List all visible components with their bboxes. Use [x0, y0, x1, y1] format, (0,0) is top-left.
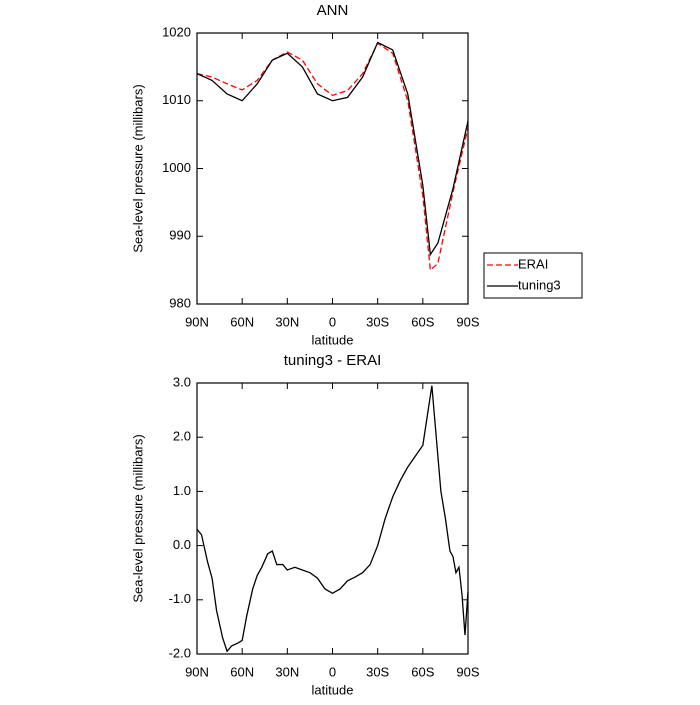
x-tick-label: 60S — [411, 314, 434, 329]
chart-title: ANN — [317, 2, 349, 19]
legend-box — [483, 252, 583, 299]
x-axis-label: latitude — [312, 332, 354, 347]
y-tick-label: -1.0 — [169, 591, 191, 606]
x-tick-label: 90S — [456, 314, 479, 329]
y-tick-label: 1.0 — [173, 483, 191, 498]
x-tick-label: 90N — [185, 664, 209, 679]
chart-title: tuning3 - ERAI — [284, 352, 382, 369]
x-tick-label: 30N — [275, 314, 299, 329]
y-tick-label: 980 — [169, 295, 191, 310]
data-line — [196, 385, 469, 653]
x-tick-label: 60N — [230, 314, 254, 329]
data-line — [196, 42, 469, 272]
x-tick-label: 0 — [329, 314, 336, 329]
y-tick-label: 990 — [169, 228, 191, 243]
y-tick-label: 0.0 — [173, 537, 191, 552]
x-tick-label: 60S — [411, 664, 434, 679]
x-axis-label: latitude — [312, 682, 354, 697]
y-tick-label: 1020 — [162, 24, 191, 39]
y-tick-label: 1010 — [162, 92, 191, 107]
y-tick-label: 2.0 — [173, 429, 191, 444]
x-tick-label: 0 — [329, 664, 336, 679]
legend-label: tuning3 — [518, 277, 561, 292]
legend-label: ERAI — [518, 256, 548, 271]
plot-frame — [196, 382, 469, 655]
y-tick-label: -2.0 — [169, 645, 191, 660]
y-axis-label: Sea-level pressure (millibars) — [130, 84, 145, 252]
x-tick-label: 90S — [456, 664, 479, 679]
x-tick-label: 30N — [275, 664, 299, 679]
x-tick-label: 90N — [185, 314, 209, 329]
y-tick-label: 3.0 — [173, 374, 191, 389]
plot-frame — [196, 32, 469, 305]
x-tick-label: 30S — [366, 664, 389, 679]
x-tick-label: 60N — [230, 664, 254, 679]
y-axis-label: Sea-level pressure (millibars) — [130, 434, 145, 602]
y-tick-label: 1000 — [162, 160, 191, 175]
x-tick-label: 30S — [366, 314, 389, 329]
data-line — [196, 41, 469, 257]
